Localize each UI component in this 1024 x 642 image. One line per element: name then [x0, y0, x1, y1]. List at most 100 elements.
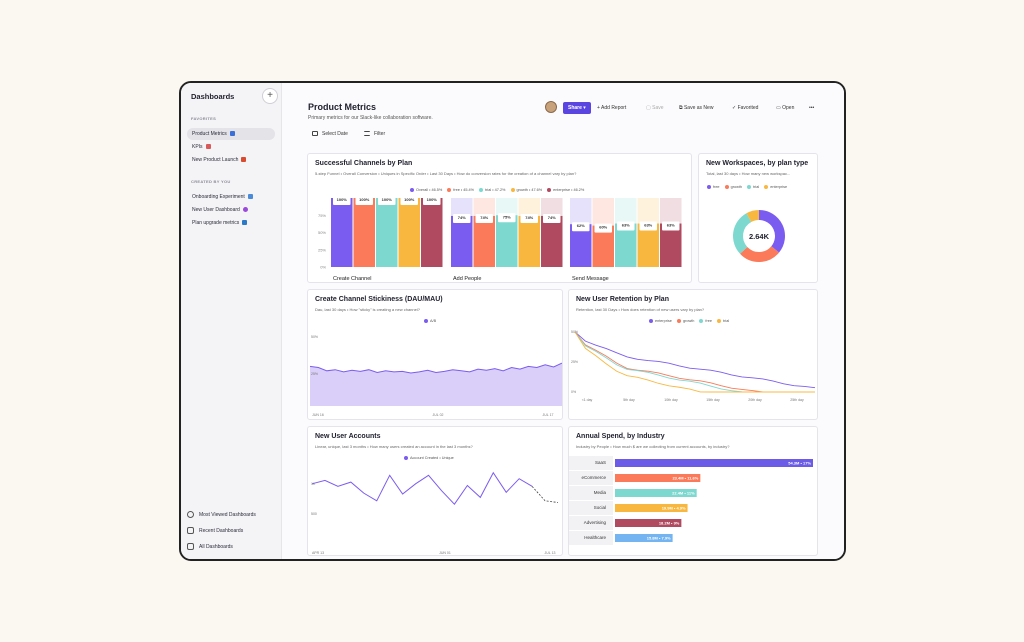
x-tick-label: 25th day	[790, 398, 804, 402]
bar-label-bg	[400, 196, 418, 205]
funnel-bar	[592, 225, 614, 267]
sidebar-item-new-user-dashboard[interactable]: New User Dashboard	[187, 204, 275, 216]
legend-dot	[510, 188, 515, 192]
save-button[interactable]: ▢ Save	[646, 105, 664, 111]
sidebar-item-product-metrics[interactable]: Product Metrics	[187, 128, 275, 140]
card-subtitle: 5-step Funnel • Overall Conversion • Uni…	[315, 171, 577, 176]
open-button[interactable]: ▭ Open	[776, 105, 795, 111]
chart-legend: Overall • 46.5% free • 45.4% trial • 47.…	[406, 188, 584, 192]
spend-bar-chart: SaaS 54.3M • 17% eCommerce 23.4M • 11.6% Med…	[569, 456, 813, 545]
emoji-icon	[242, 207, 248, 213]
x-tick-label: JUL 02	[433, 413, 444, 417]
bar-value-label: 63%	[644, 223, 652, 228]
label-bg	[569, 531, 613, 545]
x-tick-label: JUN 01	[439, 551, 451, 555]
bar-value-label: 15.8M • 7.9%	[647, 536, 671, 541]
category-label: Media	[594, 490, 607, 495]
card-subtitle: Industry by People • How much $ are we c…	[576, 444, 730, 449]
bar-label-bg	[662, 221, 680, 231]
card-subtitle: Dau, last 30 days • How "sticky" is crea…	[315, 307, 420, 312]
funnel-bar	[331, 198, 353, 267]
funnel-bar	[518, 215, 540, 267]
bar-value-label: 75%	[503, 214, 511, 219]
filter-button[interactable]: Filter	[364, 129, 385, 140]
legend-dot	[404, 456, 408, 460]
sidebar-item-plan-upgrade-metrics[interactable]: Plan upgrade metrics	[187, 217, 275, 229]
emoji-icon	[205, 144, 211, 150]
all-dashboards-link[interactable]: All Dashboards	[187, 543, 233, 550]
share-button[interactable]: Share ▾	[563, 102, 591, 114]
spend-bar	[615, 534, 673, 542]
bar-label-bg	[594, 223, 612, 233]
chart-legend: A/B	[420, 319, 436, 323]
funnel-bar	[451, 215, 473, 267]
add-report-button[interactable]: + Add Report	[597, 105, 627, 111]
retention-line	[574, 331, 815, 393]
x-tick-label: JUL 13	[545, 551, 556, 555]
retention-line	[574, 331, 816, 389]
legend-dot	[707, 185, 711, 189]
bar-value-label: 19.9M • 4.9%	[662, 506, 686, 511]
save-icon: ▢	[646, 105, 653, 111]
card-subtitle: Retention, last 30 Days • How does reten…	[576, 307, 705, 312]
bar-label-bg	[543, 213, 561, 223]
bar-value-label: 100%	[404, 197, 415, 202]
category-label: eCommerce	[581, 475, 606, 480]
funnel-bar	[398, 198, 420, 267]
new-workspaces-card[interactable]: New Workspaces, by plan type Total, last…	[698, 153, 818, 283]
more-menu-button[interactable]: •••	[809, 105, 815, 111]
funnel-bar	[660, 223, 682, 267]
y-tick-label: 1K	[311, 482, 316, 486]
legend-dot	[717, 319, 722, 323]
most-viewed-dashboards-link[interactable]: Most Viewed Dashboards	[187, 511, 256, 518]
bar-value-label: 63%	[622, 223, 630, 228]
funnel-bar	[376, 198, 398, 267]
filter-icon	[364, 131, 370, 137]
y-tick-label: 0%	[571, 390, 576, 394]
bar-label-bg	[639, 221, 657, 231]
label-bg	[569, 456, 613, 470]
select-date-button[interactable]: Select Date	[312, 129, 348, 140]
y-tick-label: 25%	[318, 247, 326, 252]
x-tick-label: JUN 16	[312, 413, 324, 417]
spend-bar	[615, 474, 701, 482]
legend-dot	[676, 319, 681, 323]
annual-spend-card[interactable]: Annual Spend, by Industry Industry by Pe…	[568, 426, 818, 556]
x-tick-label: 15th day	[706, 398, 720, 402]
favorited-button[interactable]: ✓ Favorited	[732, 105, 759, 111]
retention-card[interactable]: New User Retention by Plan Retention, la…	[568, 289, 818, 420]
new-user-accounts-card[interactable]: New User Accounts Linear, unique, last 3…	[307, 426, 563, 556]
legend-dot	[547, 188, 552, 192]
funnel-bar	[541, 215, 563, 267]
smile-icon	[187, 511, 194, 518]
avatar[interactable]	[545, 101, 557, 113]
donut-center-label: 2.64K	[749, 232, 770, 241]
x-tick-label: JUL 17	[543, 413, 554, 417]
sidebar-item-new-product-launch[interactable]: New Product Launch	[187, 154, 275, 166]
sidebar-item-kpis[interactable]: KPIs	[187, 141, 275, 153]
chart-legend: Account Created • Unique	[400, 456, 454, 460]
card-title: Create Channel Stickiness (DAU/MAU)	[315, 296, 443, 303]
page-subtitle: Primary metrics for our Slack-like colla…	[308, 115, 433, 121]
main-area: Product Metrics Primary metrics for our …	[282, 83, 844, 559]
legend-dot	[410, 188, 414, 192]
sidebar-item-onboarding-experiment[interactable]: Onboarding Experiment	[187, 191, 275, 203]
bar-value-label: 22.4M • 11%	[672, 491, 695, 496]
bar-label-bg	[453, 213, 471, 223]
spend-bar	[615, 489, 697, 497]
recent-dashboards-link[interactable]: Recent Dashboards	[187, 527, 243, 534]
category-label: Social	[594, 505, 606, 510]
x-tick-label: <1 day	[582, 398, 593, 402]
save-as-new-button[interactable]: ⧉ Save as New	[679, 105, 714, 111]
add-dashboard-button[interactable]: +	[262, 88, 278, 104]
successful-channels-card[interactable]: Successful Channels by Plan 5-step Funne…	[307, 153, 692, 283]
legend-dot	[479, 188, 484, 192]
bar-value-label: 74%	[480, 215, 488, 220]
bar-label-bg	[498, 213, 516, 223]
stickiness-card[interactable]: Create Channel Stickiness (DAU/MAU) Dau,…	[307, 289, 563, 420]
bar-value-label: 60%	[599, 225, 607, 230]
bar-value-label: 74%	[548, 215, 556, 220]
card-title: New User Retention by Plan	[576, 296, 669, 303]
legend-dot	[424, 319, 428, 323]
card-subtitle: Total, last 30 days • How many new works…	[706, 171, 791, 176]
